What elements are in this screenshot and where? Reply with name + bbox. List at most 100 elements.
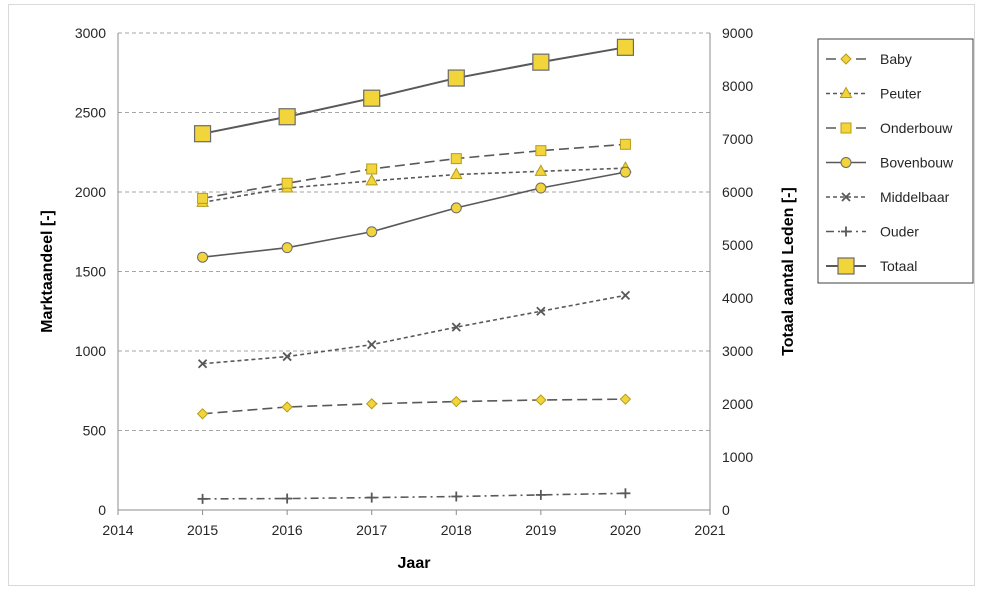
y2-tick-label: 0 (722, 502, 730, 518)
legend-label-bovenbouw: Bovenbouw (880, 155, 954, 171)
marker-stroke (197, 359, 208, 369)
point-peuter (365, 173, 379, 186)
point-totaal (278, 108, 296, 126)
y2-tick-label: 3000 (722, 343, 753, 359)
point-peuter (449, 167, 463, 180)
point-baby (450, 395, 462, 408)
point-totaal (532, 53, 550, 71)
legend: Baby Peuter Onderbouw Bovenbouw Middelbaar Ou… (817, 38, 974, 284)
point-middelbaar (451, 322, 461, 332)
x-tick-label: 2017 (356, 522, 387, 538)
point-bovenbouw (450, 202, 462, 214)
chart-frame (8, 4, 975, 586)
x-tick-label: 2016 (272, 522, 303, 538)
series-line-peuter (202, 167, 626, 204)
point-ouder (366, 492, 377, 503)
point-totaal (447, 69, 465, 87)
series-bovenbouw (197, 166, 631, 263)
series-line-totaal (202, 46, 626, 135)
point-ouder (451, 491, 462, 502)
y-tick-label: 2500 (75, 105, 106, 121)
x-tick-label: 2014 (102, 522, 133, 538)
series-line-onderbouw (202, 143, 626, 200)
point-totaal (616, 38, 635, 56)
point-onderbouw (450, 153, 462, 165)
x-tick-label: 2020 (610, 522, 641, 538)
point-onderbouw (197, 192, 209, 204)
legend-label-onderbouw: Onderbouw (880, 120, 953, 136)
y-tick-label: 1500 (75, 264, 106, 280)
legend-marker-middelbaar (841, 192, 851, 202)
y2-tick-label: 2000 (722, 396, 753, 412)
legend-marker-ouder (841, 226, 851, 237)
point-onderbouw (619, 138, 631, 150)
x-tick-label: 2019 (525, 522, 556, 538)
y-tick-label: 3000 (75, 25, 106, 41)
point-onderbouw (366, 163, 378, 175)
legend-label-middelbaar: Middelbaar (880, 189, 950, 205)
point-ouder (535, 489, 546, 500)
marker-stroke (451, 322, 461, 332)
series-baby (196, 393, 632, 420)
legend-marker-bovenbouw (840, 157, 852, 168)
marker-stroke (282, 351, 292, 362)
point-baby (366, 398, 378, 410)
point-bovenbouw (535, 182, 547, 194)
series-onderbouw (197, 138, 631, 204)
point-peuter (534, 164, 548, 176)
point-baby (196, 408, 209, 420)
point-ouder (282, 493, 293, 504)
y2-tick-label: 9000 (722, 25, 753, 41)
marker-stroke (841, 192, 851, 202)
point-bovenbouw (197, 251, 209, 263)
x-tick-label: 2018 (441, 522, 472, 538)
tick-labels: 0 500 1000 1500 2000 2500 3000 0 1000 2000 3000 400… (75, 25, 754, 538)
x-tick-label: 2015 (187, 522, 218, 538)
series-middelbaar (197, 290, 631, 369)
point-middelbaar (620, 290, 631, 300)
legend-marker-baby (840, 53, 852, 65)
legend-label-ouder: Ouder (880, 224, 919, 240)
legend-label-baby: Baby (880, 51, 912, 67)
y-axis-title: Marktaandeel [-] (39, 210, 56, 333)
point-baby (535, 394, 547, 406)
point-ouder (620, 488, 631, 499)
point-onderbouw (535, 145, 547, 157)
gridlines (118, 32, 710, 431)
point-middelbaar (197, 359, 208, 369)
series-line-baby (202, 398, 626, 415)
y2-tick-label: 7000 (722, 131, 753, 147)
legend-marker-totaal (837, 257, 855, 275)
legend-label-totaal: Totaal (880, 258, 917, 274)
point-totaal (363, 89, 381, 107)
y-tick-label: 1000 (75, 343, 106, 359)
point-middelbaar (367, 340, 377, 350)
point-bovenbouw (281, 242, 293, 254)
x-axis-title: Jaar (398, 555, 431, 572)
point-onderbouw (281, 177, 293, 189)
y2-tick-label: 5000 (722, 237, 753, 253)
y-tick-label: 2000 (75, 184, 106, 200)
y2-tick-label: 1000 (722, 449, 753, 465)
legend-label-peuter: Peuter (880, 86, 922, 102)
marker-stroke (367, 340, 377, 350)
series-line-ouder (202, 492, 626, 500)
axes (117, 33, 711, 515)
series-line-bovenbouw (202, 171, 626, 258)
legend-marker-onderbouw (840, 122, 852, 134)
series-ouder (197, 488, 631, 504)
point-baby (281, 401, 293, 413)
series-layer (193, 38, 635, 504)
point-middelbaar (536, 306, 546, 316)
marker-stroke (620, 290, 631, 300)
series-line-middelbaar (202, 294, 626, 365)
point-middelbaar (282, 351, 292, 362)
marker-stroke (536, 306, 546, 316)
y-tick-label: 0 (98, 502, 106, 518)
x-tick-label: 2021 (694, 522, 725, 538)
point-bovenbouw (619, 166, 631, 178)
series-totaal (193, 38, 635, 143)
y2-tick-label: 6000 (722, 184, 753, 200)
y2-axis-title: Totaal aantal Leden [-] (780, 187, 797, 356)
